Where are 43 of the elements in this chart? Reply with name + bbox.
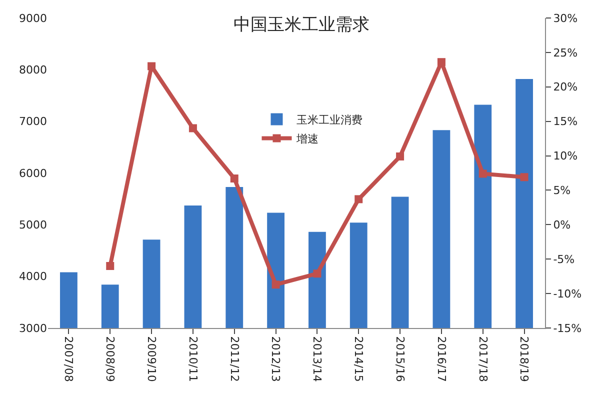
- x-tick-label: 2014/15: [352, 336, 366, 382]
- x-tick-label: 2018/19: [518, 336, 531, 382]
- legend-label: 增速: [296, 132, 319, 146]
- x-tick-label: 2015/16: [393, 336, 406, 382]
- x-tick-label: 2016/17: [434, 336, 448, 382]
- legend-label: 玉米工业消费: [296, 114, 363, 127]
- x-tick-label: 2007/08: [62, 336, 76, 382]
- point: [396, 152, 404, 160]
- y2-tick-label: -5%: [553, 252, 575, 266]
- point: [230, 174, 238, 183]
- y2-tick-label: -15%: [553, 322, 582, 335]
- point: [478, 170, 487, 178]
- point: [272, 280, 280, 289]
- y-tick-label: 4000: [19, 270, 47, 284]
- x-tick-label: 2012/13: [269, 336, 282, 382]
- y2-tick-label: 0%: [553, 218, 571, 232]
- y2-tick-label: 20%: [553, 80, 578, 94]
- y2-tick-label: 25%: [553, 46, 578, 60]
- x-tick-label: 2011/12: [228, 336, 241, 382]
- point: [437, 58, 446, 66]
- point: [106, 262, 114, 270]
- point: [354, 195, 363, 204]
- y2-tick-label: 10%: [553, 150, 578, 163]
- y-tick-label: 9000: [19, 12, 47, 25]
- y-tick-label: 7000: [19, 115, 47, 128]
- point: [313, 270, 322, 278]
- x-tick-label: 2010/11: [186, 336, 200, 382]
- point: [188, 124, 197, 132]
- y-tick-label: 6000: [19, 166, 47, 180]
- x-tick-label: 2017/18: [476, 336, 490, 382]
- y2-tick-label: 30%: [553, 12, 578, 25]
- point: [148, 62, 156, 70]
- y2-tick-label: 15%: [553, 115, 578, 128]
- y-tick-label: 5000: [19, 218, 47, 232]
- x-tick-label: 2008/09: [104, 336, 117, 382]
- y2-tick-label: 5%: [553, 184, 571, 198]
- x-tick-label: 2009/10: [144, 336, 158, 382]
- y2-tick-label: -10%: [553, 287, 582, 300]
- x-tick-label: 2013/14: [310, 336, 324, 382]
- y-tick-label: 8000: [19, 64, 47, 77]
- y-tick-label: 3000: [19, 322, 47, 335]
- chart-title: 中国玉米工业需求: [234, 14, 370, 35]
- point: [520, 173, 528, 182]
